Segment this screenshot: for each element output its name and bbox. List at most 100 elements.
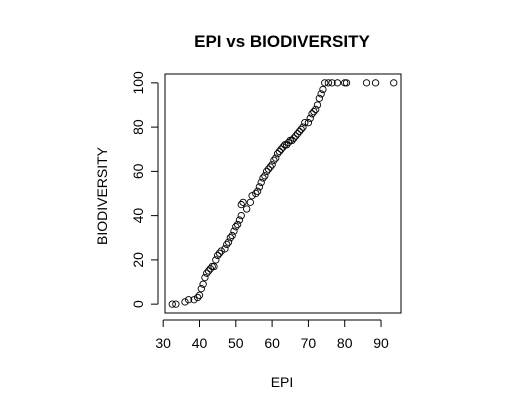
data-point [341,79,349,87]
data-point [197,285,205,293]
data-point [313,101,322,109]
data-point [275,147,284,156]
x-tick-label: 80 [337,335,353,351]
data-point [317,90,325,98]
y-tick-label: 80 [130,119,146,135]
data-point [190,296,198,304]
data-point [184,296,193,304]
data-point [224,238,233,246]
data-point [319,85,327,94]
y-axis: 0 20 40 60 80 100 [130,71,159,308]
x-axis-label: EPI [271,374,294,390]
data-point [210,262,218,271]
x-tick-label: 90 [373,335,389,351]
data-point [301,119,309,127]
plot-frame [164,73,402,314]
data-point [246,198,254,207]
x-tick-label: 50 [228,335,244,351]
data-point [270,156,278,164]
data-point [333,79,342,87]
data-point [261,172,269,180]
data-point [253,187,262,195]
data-point [201,273,209,282]
data-point [273,150,282,158]
data-point [221,245,229,253]
data-point [279,143,287,151]
data-point [259,174,267,182]
data-point [282,141,291,149]
data-point [215,249,224,257]
data-point [226,234,235,242]
data-point [195,291,204,299]
data-point [181,298,189,306]
data-point [233,220,242,229]
data-point [235,216,244,224]
data-points [168,79,398,308]
data-point [204,267,213,275]
data-point [297,125,305,133]
data-point [248,192,256,200]
chart-title: EPI vs BIODIVERSITY [194,32,370,51]
data-point [292,132,300,140]
x-tick-label: 40 [192,335,208,351]
data-point [213,251,222,260]
data-point [321,79,329,87]
y-tick-label: 0 [130,300,146,308]
y-tick-label: 100 [130,71,146,95]
data-point [272,154,280,162]
data-point [288,136,296,145]
data-point [228,231,236,240]
data-point [299,123,307,131]
data-point [212,256,220,264]
data-point [284,138,293,147]
x-tick-label: 70 [301,335,317,351]
data-point [315,94,323,102]
data-point [263,167,271,176]
data-point [362,79,371,87]
data-point [290,134,298,142]
data-point [312,105,320,114]
data-point [264,165,273,173]
data-point [243,205,251,213]
data-point [266,163,274,171]
data-point [172,300,180,308]
data-point [342,79,351,87]
data-point [293,130,302,138]
data-point [268,161,276,169]
data-point [217,247,225,255]
data-point [206,265,215,273]
data-point [168,300,176,308]
data-point [239,198,247,207]
y-tick-label: 40 [130,208,146,224]
data-point [281,141,289,149]
data-point [310,107,318,116]
data-point [286,136,294,145]
data-point [257,178,265,187]
data-point [237,211,245,220]
data-point [203,269,211,277]
y-axis-label: BIODIVERSITY [94,146,110,245]
x-tick-label: 60 [264,335,280,351]
y-tick-label: 60 [130,163,146,179]
data-point [232,223,240,231]
data-point [304,119,313,127]
data-point [295,127,303,136]
data-point [306,114,314,122]
data-point [324,79,333,87]
x-axis: 30 40 50 60 70 80 90 [155,319,389,351]
data-point [237,200,245,209]
x-tick-label: 30 [155,335,171,351]
data-point [199,280,207,288]
data-point [223,240,231,249]
data-point [230,227,238,235]
data-point [252,189,260,198]
y-tick-label: 20 [130,252,146,268]
data-point [255,183,264,191]
data-point [277,145,285,153]
data-point [208,262,216,271]
data-point [328,79,336,87]
data-point [308,110,316,118]
data-point [371,79,380,87]
data-point [390,79,398,87]
